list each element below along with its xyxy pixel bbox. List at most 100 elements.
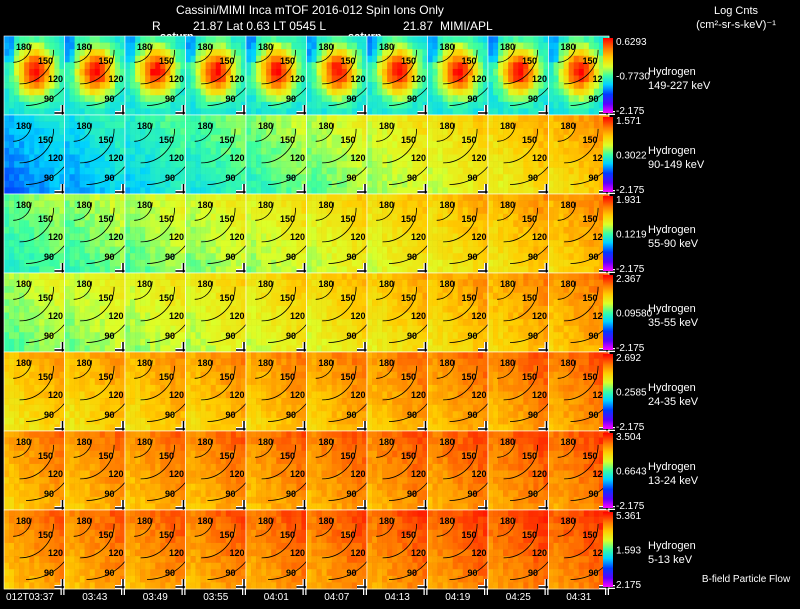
contour-label: 120 [48, 74, 63, 84]
contour-line [436, 281, 456, 300]
contour-label: 120 [411, 548, 426, 558]
contour-line [497, 439, 516, 458]
contour-line [382, 523, 418, 559]
colorbar-units: (cm²-sr-s-keV)⁻¹ [696, 19, 776, 31]
contour-label: 120 [593, 311, 608, 321]
subtitle-r-label: R [152, 19, 161, 33]
contour-label: 90 [226, 94, 236, 104]
contour-label: 120 [169, 74, 184, 84]
contour-line [557, 360, 577, 379]
contour-label: 90 [347, 252, 357, 262]
contour-label: 120 [351, 311, 366, 321]
contour-label: 180 [440, 200, 455, 210]
contour-label: 120 [532, 232, 547, 242]
contour-line [134, 123, 153, 142]
contour-label: 120 [532, 74, 547, 84]
contour-label: 150 [99, 372, 114, 382]
contour-line [322, 286, 357, 322]
contour-label: 120 [593, 469, 608, 479]
contour-line [443, 49, 478, 85]
contour-label: 90 [347, 331, 357, 341]
contour-line [19, 286, 55, 322]
contour-label: 150 [341, 214, 356, 224]
contour-label: 150 [38, 293, 53, 303]
contour-line [564, 207, 599, 243]
contour-line [201, 365, 236, 401]
contour-label: 150 [341, 372, 356, 382]
contour-label: 90 [44, 173, 54, 183]
image-panel: 180 150 120 90 [185, 351, 281, 444]
contour-label: 180 [16, 42, 31, 52]
species-label: Hydrogen [648, 145, 696, 157]
contour-label: 90 [165, 568, 175, 578]
contour-label: 150 [401, 451, 416, 461]
contour-line [140, 444, 176, 480]
contour-label: 120 [169, 390, 184, 400]
contour-label: 150 [401, 135, 416, 145]
contour-line [80, 207, 115, 243]
contour-line [315, 360, 335, 379]
contour-line [376, 281, 395, 300]
contour-line [503, 286, 539, 322]
contour-label: 90 [347, 173, 357, 183]
energy-row: 1801501209018015012090180150120901801501… [3, 430, 699, 523]
contour-line [322, 49, 357, 85]
contour-label: 180 [137, 437, 152, 447]
contour-line [382, 365, 418, 401]
image-panel: 180 150 120 90 [366, 509, 462, 602]
contour-line [73, 360, 93, 379]
contour-label: 150 [462, 530, 477, 540]
contour-line [503, 365, 539, 401]
contour-line [315, 281, 335, 300]
contour-line [261, 49, 297, 85]
contour-label: 90 [105, 173, 115, 183]
contour-label: 180 [440, 358, 455, 368]
contour-label: 180 [258, 358, 273, 368]
contour-line [201, 128, 236, 164]
energy-label: 35-55 keV [648, 317, 699, 329]
colorbar [603, 512, 613, 587]
contour-line [19, 49, 55, 85]
contour-line [557, 123, 577, 142]
contour-line [13, 360, 32, 379]
contour-label: 180 [16, 358, 31, 368]
contour-line [564, 128, 599, 164]
contour-label: 120 [48, 153, 63, 163]
contour-line [564, 286, 599, 322]
contour-label: 120 [411, 390, 426, 400]
contour-label: 150 [99, 214, 114, 224]
contour-label: 180 [258, 121, 273, 131]
contour-line [201, 207, 236, 243]
contour-label: 150 [220, 451, 235, 461]
contour-label: 90 [286, 410, 296, 420]
image-panel: 180 150 120 90 [64, 193, 160, 286]
contour-label: 180 [198, 279, 213, 289]
contour-line [261, 444, 297, 480]
contour-line [376, 439, 395, 458]
contour-label: 90 [226, 489, 236, 499]
contour-label: 180 [500, 437, 515, 447]
contour-label: 90 [528, 94, 538, 104]
contour-label: 180 [77, 121, 92, 131]
bfield-legend: B-field Particle Flow [702, 574, 791, 585]
contour-label: 120 [290, 311, 305, 321]
contour-label: 150 [522, 135, 537, 145]
contour-label: 120 [109, 153, 124, 163]
contour-label: 150 [280, 293, 295, 303]
colorbar-min-label: -2.175 [616, 343, 645, 354]
contour-line [557, 439, 577, 458]
contour-label: 150 [38, 56, 53, 66]
contour-label: 120 [411, 153, 426, 163]
contour-label: 180 [379, 200, 394, 210]
contour-label: 150 [462, 372, 477, 382]
image-panel: 180 150 120 90 [306, 509, 402, 602]
image-panel: 180 150 120 90 [306, 193, 402, 286]
image-panel: 180 150 120 90 [245, 509, 341, 602]
contour-line [134, 518, 153, 537]
contour-line [140, 207, 176, 243]
contour-label: 180 [440, 279, 455, 289]
contour-label: 180 [379, 121, 394, 131]
image-panel: 180 150 120 90 [3, 351, 99, 444]
energy-label: 55-90 keV [648, 238, 699, 250]
contour-line [436, 518, 456, 537]
